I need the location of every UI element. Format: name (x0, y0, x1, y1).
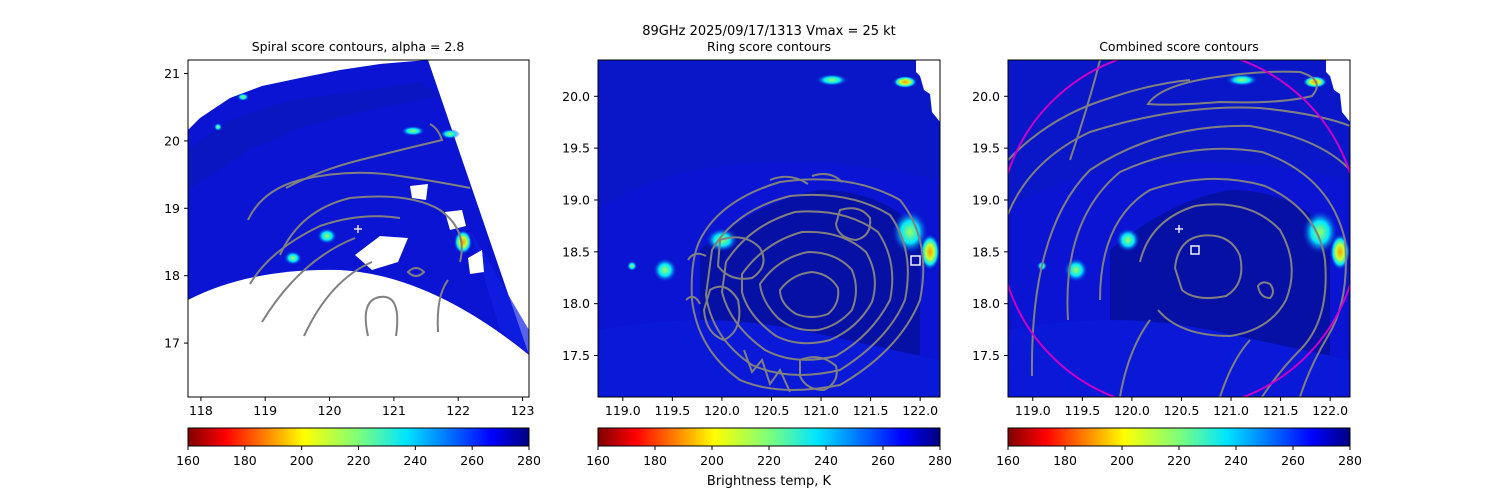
spiral-colorbar-tick-label: 280 (517, 453, 541, 468)
colorbar-label: Brightness temp, K (707, 474, 832, 489)
spiral-colorbar-tick-label: 240 (403, 453, 427, 468)
spiral-colorbar-tick-label: 220 (347, 453, 371, 468)
combined-colorbar-tick-label: 220 (1167, 453, 1191, 468)
ring-colorbar-tick-label: 160 (586, 453, 610, 468)
spiral-colorbar-tick-label: 260 (460, 453, 484, 468)
panel-ring-frame (597, 59, 941, 398)
spiral-xtick-label: 122 (446, 403, 470, 418)
ring-colorbar-tick-label: 200 (700, 453, 724, 468)
first-guess-marker-c (1175, 225, 1183, 233)
colorbar-spiral: 160 180 200 220 240 260 280 (176, 427, 541, 468)
combined-center-marker (1190, 245, 1200, 255)
combined-ytick-label: 18.5 (972, 244, 1000, 259)
spiral-xtick-label: 121 (382, 403, 406, 418)
ring-colorbar-tick-label: 220 (757, 453, 781, 468)
colorbar-spiral-bar (187, 427, 530, 447)
spiral-ytick-label: 18 (164, 268, 180, 283)
ring-center-marker (910, 255, 921, 266)
panel-combined-title: Combined score contours (1099, 39, 1259, 54)
panel-spiral-axes: 118 119 120 121 122 123 17 18 19 20 21 (164, 66, 534, 418)
ring-xtick-label: 119.0 (605, 403, 641, 418)
spiral-xtick-label: 118 (189, 403, 213, 418)
panel-spiral-title: Spiral score contours, alpha = 2.8 (252, 39, 465, 54)
spiral-xtick-label: 119 (253, 403, 277, 418)
ring-ytick-label: 19.0 (562, 192, 590, 207)
combined-xtick-label: 119.5 (1064, 403, 1100, 418)
ring-xtick-label: 120.5 (754, 403, 790, 418)
combined-colorbar-tick-label: 160 (996, 453, 1020, 468)
spiral-colorbar-tick-label: 180 (233, 453, 257, 468)
panel-combined-axes: 119.0 119.5 120.0 120.5 121.0 121.5 122.0 17.5 1… (972, 89, 1348, 418)
panel-ring-title: Ring score contours (707, 39, 831, 54)
colorbar-ring-bar (597, 427, 941, 447)
colorbar-spiral-ticks: 160 180 200 220 240 260 280 (176, 446, 541, 468)
colorbar-combined: 160 180 200 220 240 260 280 (996, 427, 1362, 468)
spiral-ytick-label: 20 (164, 133, 180, 148)
colorbar-ring: 160 180 200 220 240 260 280 (586, 427, 952, 468)
ring-xtick-label: 120.0 (704, 403, 740, 418)
ring-ytick-label: 17.5 (562, 348, 590, 363)
ring-contours (685, 173, 925, 393)
spiral-ytick-label: 19 (164, 201, 180, 216)
ring-ytick-label: 18.5 (562, 244, 590, 259)
panel-ring: Ring score contours (562, 39, 941, 418)
combined-xtick-label: 121.0 (1213, 403, 1249, 418)
figure-title: 89GHz 2025/09/17/1313 Vmax = 25 kt (642, 24, 896, 39)
panel-spiral-frame (187, 59, 530, 398)
ring-xtick-label: 122.0 (902, 403, 938, 418)
combined-ytick-label: 19.5 (972, 141, 1000, 156)
ring-xtick-label: 121.0 (803, 403, 839, 418)
panel-combined-frame (1007, 59, 1351, 398)
ring-ytick-label: 18.0 (562, 296, 590, 311)
panel-ring-axes: 119.0 119.5 120.0 120.5 121.0 121.5 122.0 17.5 1… (562, 89, 938, 418)
combined-ytick-label: 18.0 (972, 296, 1000, 311)
ring-colorbar-tick-label: 280 (928, 453, 952, 468)
colorbar-combined-ticks: 160 180 200 220 240 260 280 (996, 446, 1362, 468)
ring-ytick-label: 19.5 (562, 141, 590, 156)
ring-ytick-label: 20.0 (562, 89, 590, 104)
spiral-xtick-label: 123 (511, 403, 535, 418)
combined-xtick-label: 121.5 (1263, 403, 1299, 418)
colorbar-ring-ticks: 160 180 200 220 240 260 280 (586, 446, 952, 468)
spiral-ytick-label: 17 (164, 336, 180, 351)
spiral-xtick-label: 120 (318, 403, 342, 418)
combined-ytick-label: 17.5 (972, 348, 1000, 363)
combined-ytick-label: 20.0 (972, 89, 1000, 104)
ring-xtick-label: 119.5 (654, 403, 690, 418)
combined-colorbar-tick-label: 200 (1110, 453, 1134, 468)
ring-swath-image (598, 60, 940, 397)
combined-swath-image (1008, 60, 1350, 397)
ring-colorbar-tick-label: 180 (643, 453, 667, 468)
spiral-colorbar-tick-label: 160 (176, 453, 200, 468)
spiral-contours (247, 123, 471, 337)
combined-xtick-label: 120.0 (1114, 403, 1150, 418)
spiral-colorbar-tick-label: 200 (290, 453, 314, 468)
first-guess-marker-a (354, 225, 362, 233)
ring-colorbar-tick-label: 240 (814, 453, 838, 468)
ring-xtick-label: 121.5 (853, 403, 889, 418)
combined-colorbar-tick-label: 280 (1338, 453, 1362, 468)
ring-colorbar-tick-label: 260 (871, 453, 895, 468)
combined-ytick-label: 19.0 (972, 192, 1000, 207)
combined-colorbar-tick-label: 260 (1281, 453, 1305, 468)
combined-xtick-label: 120.5 (1164, 403, 1200, 418)
spiral-ytick-label: 21 (164, 66, 180, 81)
combined-xtick-label: 119.0 (1015, 403, 1051, 418)
spiral-swath-image (188, 60, 529, 397)
combined-contours (1008, 60, 1350, 397)
combined-colorbar-tick-label: 240 (1224, 453, 1248, 468)
combined-colorbar-tick-label: 180 (1053, 453, 1077, 468)
panel-combined: Combined score contours (972, 39, 1351, 418)
panel-spiral: Spiral score contours, alpha = 2.8 (164, 39, 534, 418)
colorbar-combined-bar (1007, 427, 1351, 447)
combined-xtick-label: 122.0 (1312, 403, 1348, 418)
